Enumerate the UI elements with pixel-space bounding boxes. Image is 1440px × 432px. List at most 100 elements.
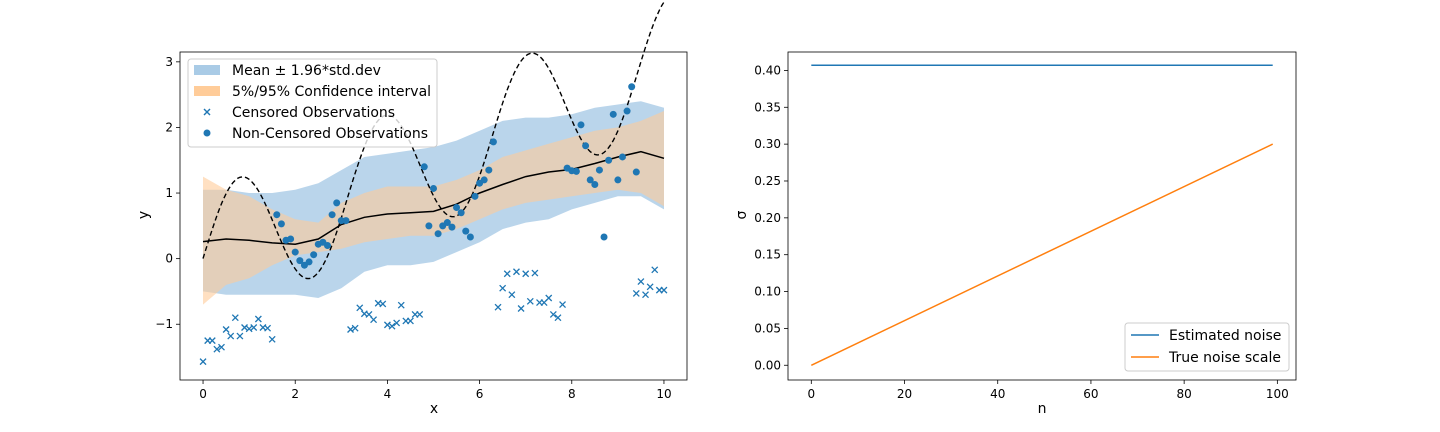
censored-observation-point: [545, 294, 553, 302]
right-y-tick-label: 0.05: [754, 321, 781, 335]
censored-observation-point: [549, 310, 557, 318]
censored-observation-point: [227, 332, 235, 340]
censored-observation-point: [397, 301, 405, 309]
right-y-tick-label: 0.35: [754, 100, 781, 114]
legend-swatch-ci-band: [194, 86, 220, 96]
left-y-tick-label: 3: [165, 55, 173, 69]
left-x-axis-label: x: [430, 401, 438, 417]
right-y-tick-label: 0.10: [754, 285, 781, 299]
right-x-tick-label: 100: [1266, 387, 1289, 401]
censored-observation-point: [393, 319, 401, 327]
non-censored-observation-point: [323, 242, 331, 250]
censored-observation-point: [406, 317, 414, 325]
left-y-axis-label: y: [136, 211, 152, 219]
censored-observation-point: [264, 324, 272, 332]
non-censored-observation-point: [466, 233, 474, 241]
non-censored-observation-point: [462, 227, 470, 235]
censored-observation-point: [642, 291, 649, 299]
censored-observation-point: [503, 270, 511, 278]
left-x-tick-label: 6: [476, 387, 484, 401]
legend-label-non-censored: Non-Censored Observations: [232, 126, 428, 142]
censored-observation-point: [268, 335, 276, 343]
non-censored-observation-point: [291, 248, 299, 256]
censored-observation-point: [356, 304, 364, 312]
censored-observation-point: [660, 286, 668, 294]
censored-observation-point: [494, 303, 502, 311]
legend-marker-censored: [203, 108, 211, 116]
non-censored-observation-point: [605, 156, 613, 164]
censored-observation-point: [222, 326, 230, 333]
right-plot: 0 20 40 60 80 100 0.00 0.05 0.10 0.15 0.20 0.25 0.30…: [734, 51, 1297, 417]
non-censored-observation-point: [333, 199, 341, 207]
right-y-tick-label: 0.20: [754, 211, 781, 225]
left-axes-frame: [179, 51, 688, 381]
right-x-tick-label: 20: [897, 387, 912, 401]
left-x-tick-label: 2: [291, 387, 299, 401]
legend-label-true-noise: True noise scale: [1168, 350, 1281, 366]
non-censored-observation-point: [623, 107, 631, 115]
non-censored-observation-point: [453, 203, 461, 211]
non-censored-observation-point: [632, 168, 640, 176]
right-y-tick-label: 0.25: [754, 174, 781, 188]
censored-observation-point: [231, 314, 239, 322]
left-y-tick-label: 1: [165, 186, 173, 200]
non-censored-observation-point: [614, 176, 622, 184]
censored-observation-point: [508, 291, 516, 299]
left-x-tick-label: 8: [568, 387, 576, 401]
censored-observation-point: [513, 268, 520, 276]
non-censored-observation-point: [480, 176, 488, 184]
censored-observation-point: [236, 332, 244, 340]
predictive-mean-line: [202, 150, 665, 245]
non-censored-observation-point: [572, 167, 580, 175]
non-censored-observation-point: [420, 163, 428, 171]
non-censored-observation-point: [328, 211, 336, 219]
non-censored-observation-point: [586, 176, 594, 184]
censored-observation-point: [199, 358, 207, 366]
left-x-tick-label: 10: [656, 387, 671, 401]
right-axes-frame: [787, 51, 1297, 381]
non-censored-observation-point: [342, 217, 350, 225]
right-y-tick-label: 0.30: [754, 137, 781, 151]
censored-observation-point: [632, 289, 640, 297]
censored-observation-point: [250, 324, 258, 331]
right-x-axis-label: n: [1038, 401, 1047, 417]
right-legend: Estimated noise True noise scale: [1124, 322, 1290, 372]
left-legend: Mean ± 1.96*std.dev 5%/95% Confidence in…: [187, 58, 438, 148]
non-censored-observation-point: [591, 181, 599, 189]
non-censored-observation-point: [577, 121, 585, 129]
censored-observation-point: [646, 283, 654, 291]
non-censored-observation-point: [443, 219, 451, 227]
censored-observation-point: [522, 270, 530, 278]
non-censored-observation-point: [618, 153, 626, 161]
left-y-tick-label: −1: [155, 317, 173, 331]
right-y-tick-label: 0.00: [754, 358, 781, 372]
left-x-tick-label: 0: [199, 387, 207, 401]
censored-observation-point: [651, 266, 659, 274]
non-censored-observation-point: [277, 220, 285, 228]
legend-label-mean-band: Mean ± 1.96*std.dev: [232, 63, 381, 79]
censored-observation-point: [213, 345, 221, 353]
legend-label-estimated-noise: Estimated noise: [1169, 328, 1281, 344]
censored-observation-point: [517, 305, 525, 312]
legend-label-ci-band: 5%/95% Confidence interval: [232, 84, 431, 100]
right-y-tick-label: 0.40: [754, 63, 781, 77]
censored-observation-point: [218, 343, 225, 351]
left-x-tick-label: 4: [384, 387, 392, 401]
left-y-tick-label: 2: [165, 120, 173, 134]
censored-observation-point: [531, 269, 539, 277]
right-x-tick-label: 40: [990, 387, 1005, 401]
censored-observation-point: [554, 314, 562, 322]
right-legend-frame: [1124, 322, 1290, 372]
censored-observation-point: [416, 310, 424, 318]
non-censored-observation-point: [310, 251, 318, 259]
right-x-tick-label: 60: [1083, 387, 1098, 401]
censored-observation-point: [370, 316, 378, 324]
non-censored-observation-point: [296, 257, 304, 265]
censored-observation-point: [388, 322, 396, 330]
legend-label-censored: Censored Observations: [232, 105, 395, 121]
left-y-tick-label: 0: [165, 252, 173, 266]
censored-observation-point: [351, 324, 359, 332]
legend-marker-non-censored: [203, 129, 211, 137]
right-y-axis-label: σ: [734, 210, 750, 219]
